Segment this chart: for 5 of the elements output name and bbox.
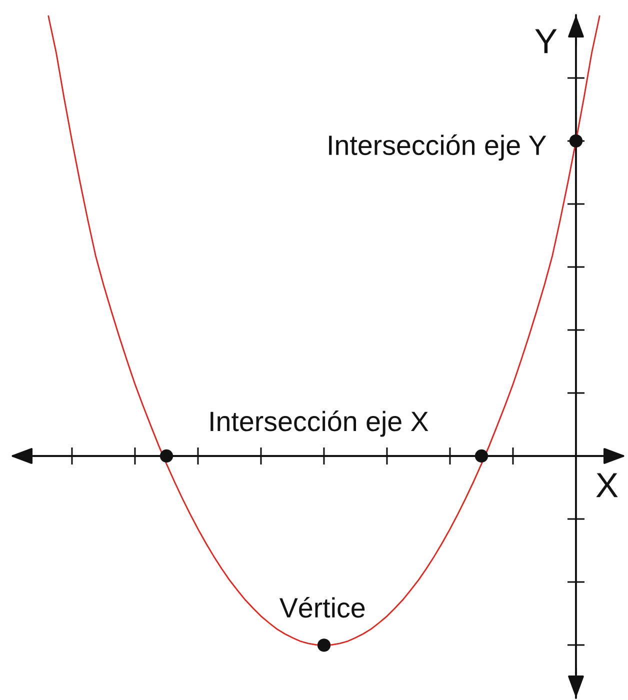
annotation: Intersección eje Y [329,134,546,161]
annotation: Vértice [280,596,365,618]
y-axis-title: Y [535,29,557,54]
x-axis-title: X [596,473,618,498]
annotation: Intersección eje X [210,410,428,437]
